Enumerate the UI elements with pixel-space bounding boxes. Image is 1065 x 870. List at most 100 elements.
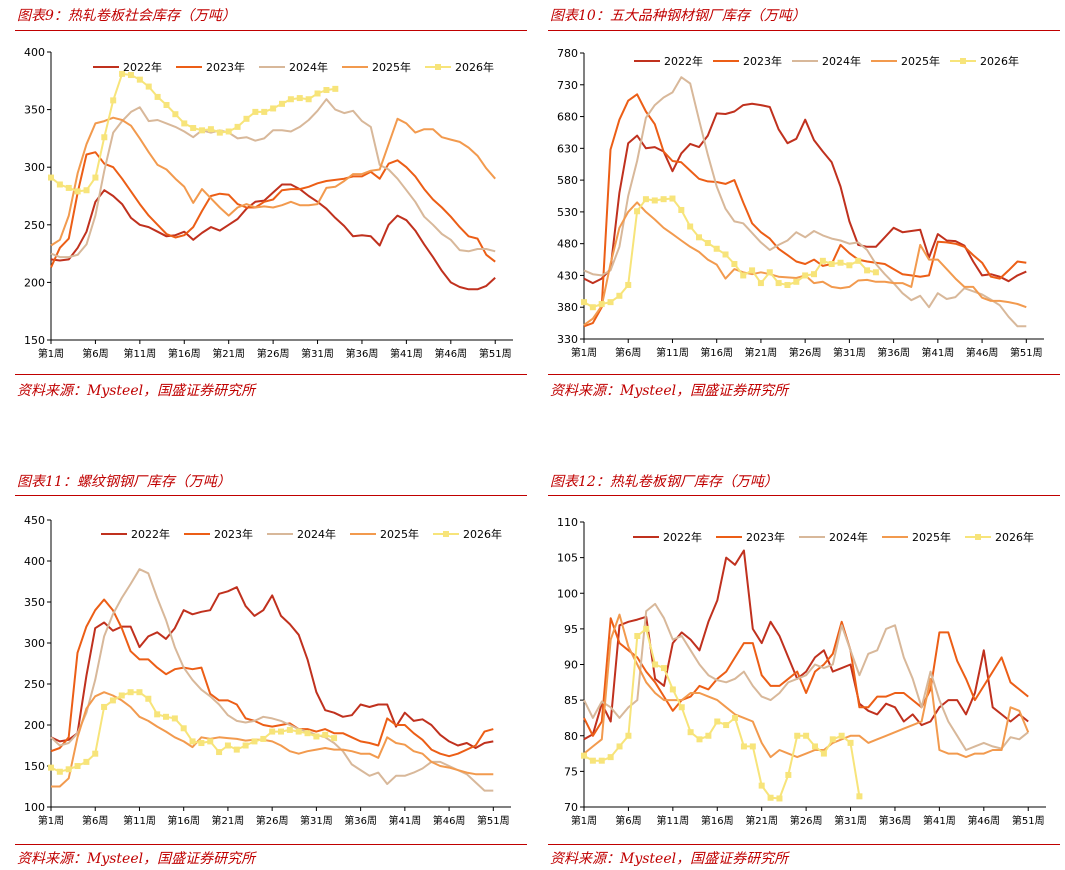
- data-point-2026: [322, 731, 329, 738]
- data-point-2026: [198, 740, 205, 747]
- data-point-2026: [598, 757, 605, 764]
- data-point-2026: [314, 90, 321, 97]
- data-point-2026: [207, 738, 214, 745]
- y-tick-label: 380: [557, 301, 578, 314]
- legend-label-2022: 2022年: [131, 527, 170, 541]
- data-point-2026: [625, 732, 632, 739]
- data-point-2026: [261, 108, 268, 115]
- data-point-2026: [669, 686, 676, 693]
- data-point-2026: [731, 261, 738, 268]
- legend-label-2024: 2024年: [822, 54, 861, 68]
- series-line-2024: [583, 602, 1029, 751]
- x-tick-label: 第46周: [967, 814, 1000, 827]
- data-point-2026: [687, 729, 694, 736]
- y-tick-label: 90: [564, 659, 578, 672]
- legend-label-2026: 2026年: [455, 60, 494, 74]
- series-line-2022: [50, 586, 494, 749]
- data-point-2026: [154, 93, 161, 100]
- y-tick-label: 430: [557, 269, 578, 282]
- data-point-2026: [669, 195, 676, 202]
- chart-title: 图表10：五大品种钢材钢厂库存（万吨）: [550, 8, 806, 24]
- chart-panel-1: 图表10：五大品种钢材钢厂库存（万吨） 330 380 430 480 530 580 63…: [548, 0, 1060, 410]
- data-point-2026: [295, 728, 302, 735]
- data-point-2026: [65, 184, 72, 191]
- source-rule: [15, 374, 527, 375]
- y-tick-label: 680: [557, 111, 578, 124]
- y-tick-label: 80: [564, 730, 578, 743]
- legend-label-2024: 2024年: [829, 530, 868, 544]
- data-point-2026: [83, 758, 90, 765]
- x-tick-label: 第31周: [301, 347, 334, 360]
- source-text: 资料来源：Mysteel，国盛证券研究所: [550, 851, 789, 867]
- legend-label-2025: 2025年: [380, 527, 419, 541]
- y-tick-label: 200: [24, 719, 45, 732]
- y-tick-label: 450: [24, 514, 45, 527]
- data-point-2026: [172, 111, 179, 118]
- x-tick-label: 第51周: [1010, 346, 1043, 359]
- data-point-2026: [92, 174, 99, 181]
- x-tick-label: 第46周: [966, 346, 999, 359]
- y-tick-label: 350: [24, 596, 45, 609]
- x-tick-label: 第36周: [877, 346, 910, 359]
- data-point-2026: [331, 735, 338, 742]
- data-point-2026: [581, 752, 587, 759]
- data-point-2026: [713, 245, 720, 252]
- x-tick-label: 第1周: [571, 814, 597, 827]
- legend-label-2023: 2023年: [206, 60, 245, 74]
- data-point-2026: [251, 738, 258, 745]
- data-point-2026: [660, 196, 667, 203]
- data-point-2026: [136, 689, 143, 696]
- x-tick-label: 第11周: [656, 346, 689, 359]
- data-point-2026: [180, 725, 187, 732]
- data-point-2026: [864, 267, 871, 274]
- data-point-2026: [723, 722, 730, 729]
- legend-label-2023: 2023年: [746, 530, 785, 544]
- data-point-2026: [589, 304, 596, 311]
- data-point-2026: [225, 128, 232, 135]
- data-point-2026: [766, 269, 773, 276]
- chart-panel-2: 图表11：螺纹钢钢厂库存（万吨） 100 150 200 250 300 350 400 45…: [15, 468, 527, 870]
- y-tick-label: 580: [557, 174, 578, 187]
- x-tick-label: 第26周: [790, 814, 823, 827]
- data-point-2026: [233, 746, 240, 753]
- data-point-2026: [74, 188, 81, 195]
- x-tick-label: 第1周: [571, 346, 597, 359]
- data-point-2026: [305, 96, 312, 103]
- data-point-2026: [332, 85, 339, 92]
- x-tick-label: 第41周: [390, 347, 423, 360]
- x-tick-label: 第31周: [834, 814, 867, 827]
- data-point-2026: [678, 206, 685, 213]
- legend-marker-2026: [960, 58, 966, 64]
- data-point-2026: [732, 714, 739, 721]
- data-point-2026: [252, 108, 259, 115]
- data-point-2026: [625, 281, 632, 288]
- data-point-2026: [802, 272, 809, 279]
- data-point-2026: [287, 96, 294, 103]
- source-rule: [15, 844, 527, 845]
- data-point-2026: [101, 134, 108, 141]
- data-point-2026: [189, 738, 196, 745]
- data-point-2026: [154, 711, 161, 718]
- y-tick-label: 400: [24, 46, 45, 59]
- legend-label-2025: 2025年: [372, 60, 411, 74]
- data-point-2026: [652, 661, 659, 668]
- legend-marker-2026: [435, 64, 441, 70]
- data-point-2026: [846, 262, 853, 269]
- title-rule: [15, 30, 527, 31]
- data-point-2026: [127, 72, 134, 79]
- data-point-2026: [740, 272, 747, 279]
- x-tick-label: 第51周: [477, 814, 510, 827]
- data-point-2026: [92, 750, 99, 757]
- legend-marker-2026: [443, 531, 449, 537]
- y-tick-label: 70: [564, 801, 578, 814]
- data-point-2026: [714, 718, 721, 725]
- y-tick-label: 350: [24, 104, 45, 117]
- data-point-2026: [109, 697, 116, 704]
- x-tick-label: 第41周: [921, 346, 954, 359]
- data-point-2026: [837, 259, 844, 266]
- legend-label-2024: 2024年: [297, 527, 336, 541]
- x-tick-label: 第21周: [212, 814, 245, 827]
- chart-svg: 150 200 250 300 350 400 第1周 第6周 第11周 第16周 第21周 第26周…: [24, 46, 513, 360]
- x-tick-label: 第51周: [1012, 814, 1045, 827]
- data-point-2026: [855, 257, 862, 264]
